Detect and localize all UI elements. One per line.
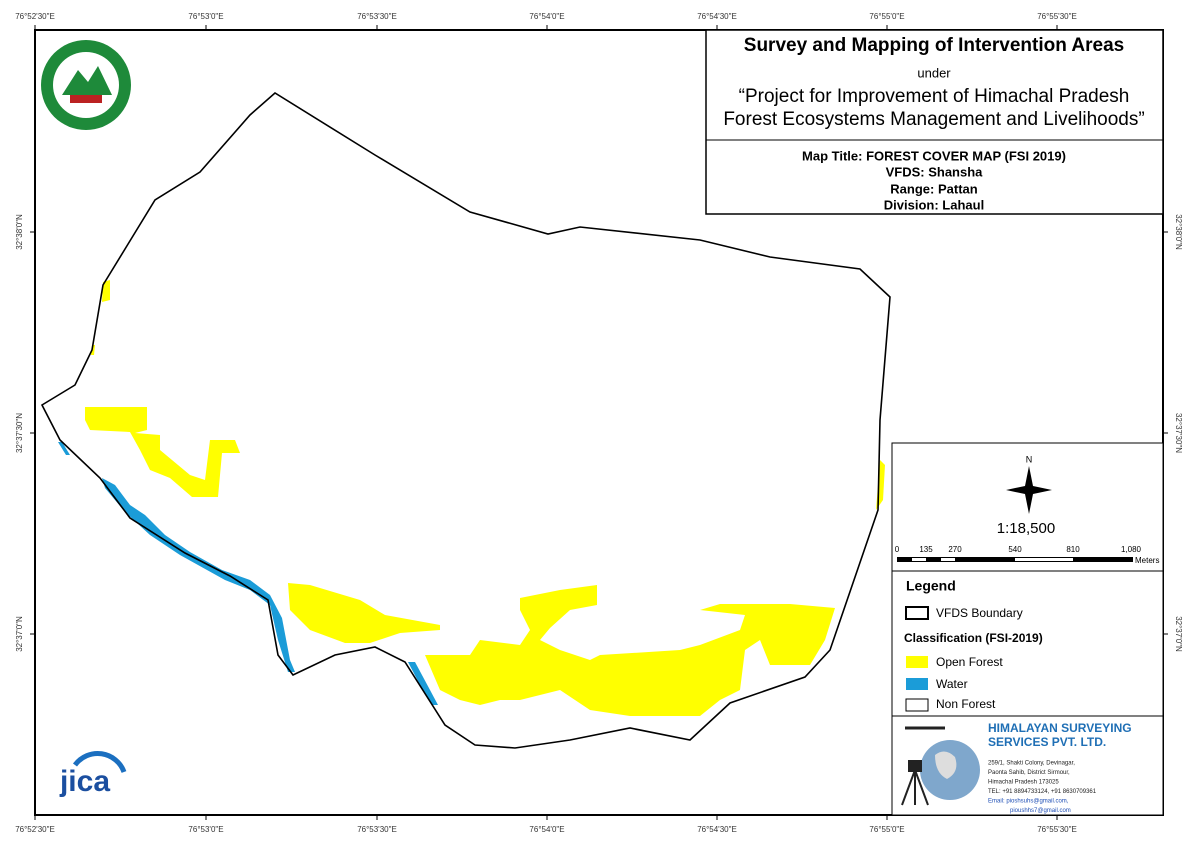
lon-label: 76°54'0"E — [529, 12, 564, 21]
company-logo — [901, 726, 980, 806]
lon-label: 76°54'30"E — [697, 825, 737, 834]
scale-ratio: 1:18,500 — [997, 520, 1055, 537]
lon-label: 76°55'0"E — [869, 825, 904, 834]
legend-swatch — [906, 656, 928, 668]
vfds-boundary — [40, 92, 891, 749]
scale-label: 1,080 — [1121, 545, 1142, 554]
lon-label: 76°53'0"E — [188, 12, 223, 21]
scale-label: 135 — [919, 545, 933, 554]
vfds: VFDS: Shansha — [886, 164, 984, 179]
company-address: Himachal Pradesh 173025 — [988, 780, 1059, 786]
division: Division: Lahaul — [884, 197, 984, 212]
lon-label: 76°54'30"E — [697, 12, 737, 21]
legend-swatch — [905, 606, 929, 620]
company-name: HIMALAYAN SURVEYING — [988, 721, 1132, 735]
legend-label: Open Forest — [936, 655, 1003, 669]
lat-label: 32°37'30"N — [1174, 413, 1183, 453]
scale-label: 540 — [1008, 545, 1022, 554]
lat-label: 32°38'0"N — [1174, 214, 1183, 250]
map-title: Map Title: FOREST COVER MAP (FSI 2019) — [802, 148, 1066, 163]
lon-label: 76°53'30"E — [357, 825, 397, 834]
company-address: TEL: +91 8894733124, +91 8630709361 — [988, 789, 1097, 795]
water — [58, 442, 438, 705]
scale-unit: Meters — [1135, 556, 1159, 565]
legend-swatch — [906, 678, 928, 690]
company-address: Paonta Sahib, District Sirmour, — [988, 770, 1070, 776]
legend-title: Legend — [906, 578, 956, 594]
scale-label: 0 — [895, 545, 900, 554]
subtitle: under — [917, 65, 951, 80]
lon-label: 76°55'0"E — [869, 12, 904, 21]
company-name: SERVICES PVT. LTD. — [988, 735, 1106, 749]
legend-label: Water — [936, 677, 968, 691]
project: Forest Ecosystems Management and Livelih… — [723, 109, 1144, 130]
lon-label: 76°54'0"E — [529, 825, 564, 834]
company-address: 259/1, Shakti Colony, Devinagar, — [988, 761, 1075, 767]
scale-bar — [897, 557, 1133, 562]
title-box — [705, 29, 1164, 215]
legend-subtitle: Classification (FSI-2019) — [904, 631, 1043, 645]
scale-label: 270 — [948, 545, 962, 554]
lon-label: 76°53'0"E — [188, 825, 223, 834]
jica-logo: jica — [59, 750, 127, 798]
company-address: pioushhs7@gmail.com — [1010, 808, 1071, 814]
legend-label: VFDS Boundary — [936, 606, 1023, 620]
lon-label: 76°52'30"E — [15, 825, 55, 834]
title: Survey and Mapping of Intervention Areas — [744, 35, 1124, 56]
lon-label: 76°52'30"E — [15, 12, 55, 21]
lat-label: 32°37'0"N — [1174, 616, 1183, 652]
lat-label: 32°37'30"N — [15, 413, 24, 453]
north-label: N — [1026, 454, 1033, 464]
lon-label: 76°53'30"E — [357, 12, 397, 21]
north-arrow — [1006, 466, 1052, 514]
legend-label: Non Forest — [936, 697, 996, 711]
range: Range: Pattan — [890, 181, 977, 196]
lat-label: 32°38'0"N — [15, 214, 24, 250]
lat-label: 32°37'0"N — [15, 616, 24, 652]
jica-text: jica — [59, 765, 110, 798]
legend-swatch — [905, 698, 929, 712]
lon-label: 76°55'30"E — [1037, 825, 1077, 834]
company-address: Email: pioshsuhs@gmail.com, — [988, 799, 1069, 805]
scale-label: 810 — [1066, 545, 1080, 554]
scale-box — [891, 442, 1164, 572]
lon-label: 76°55'30"E — [1037, 12, 1077, 21]
project: “Project for Improvement of Himachal Pra… — [739, 86, 1130, 107]
forest-dept-logo — [41, 40, 131, 130]
